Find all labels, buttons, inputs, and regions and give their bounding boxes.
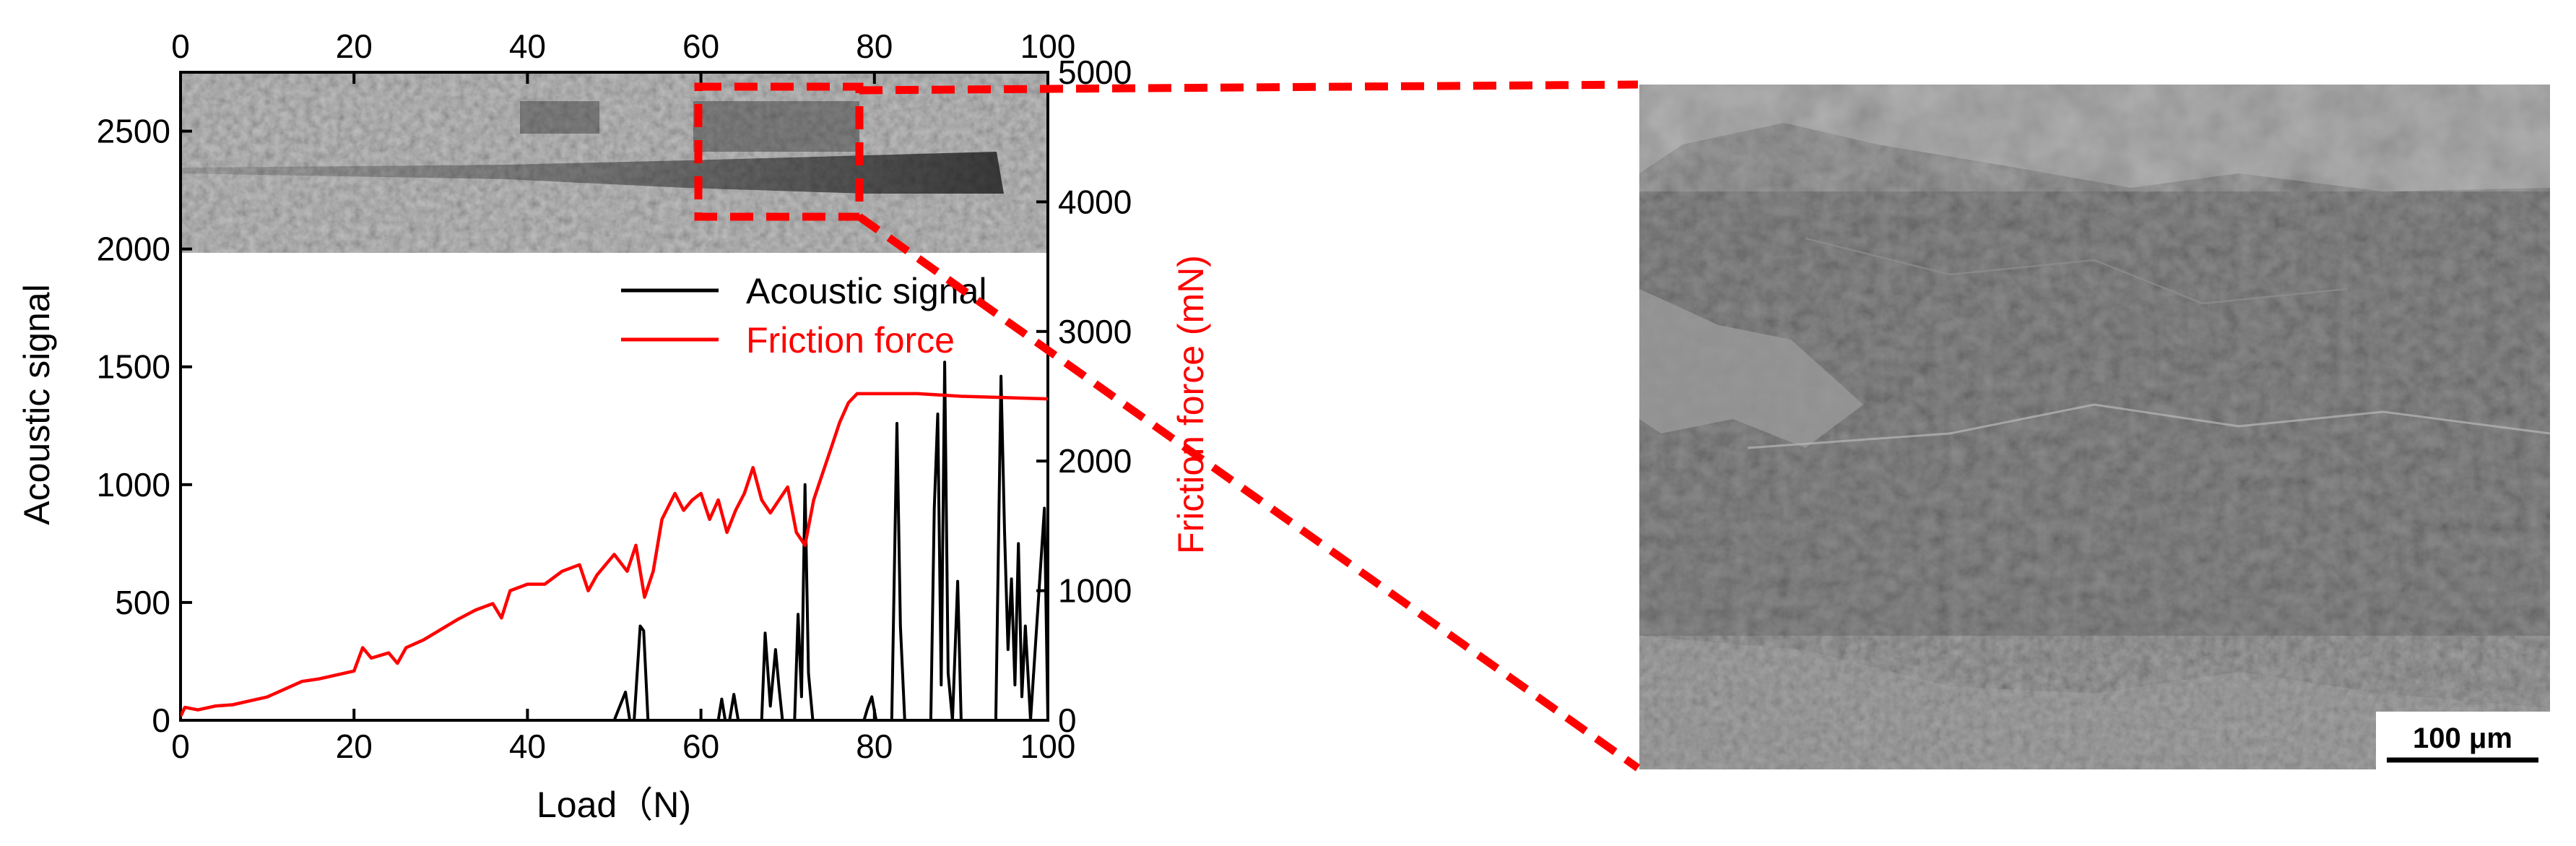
x-bottom-tick-label: 0 (171, 728, 190, 765)
y-left-tick-label: 2500 (97, 113, 170, 150)
y-left-tick-label: 2000 (97, 230, 170, 268)
x-top-tick-label: 60 (682, 27, 719, 65)
x-axis-top: 0 20 40 60 80 100 (171, 27, 1075, 84)
acoustic-signal-line (181, 361, 1048, 720)
x-bottom-tick-label: 80 (856, 728, 893, 765)
y-axis-left-title: Acoustic signal (17, 284, 57, 525)
legend-label-acoustic: Acoustic signal (746, 271, 987, 311)
y-right-tick-label: 4000 (1058, 183, 1132, 220)
x-axis-bottom: 0 20 40 60 80 100 (171, 709, 1075, 765)
scratch-track-micrograph (181, 72, 1048, 253)
y-left-tick-label: 1000 (97, 466, 170, 504)
y-axis-left: 0 500 1000 1500 2000 2500 (97, 113, 192, 739)
x-top-tick-label: 20 (336, 27, 373, 65)
y-left-tick-label: 500 (115, 584, 170, 621)
x-top-tick-label: 80 (856, 27, 893, 65)
zoom-connector-bottom (857, 213, 1641, 772)
y-right-tick-label: 0 (1058, 702, 1077, 739)
friction-force-line (181, 392, 1048, 717)
x-bottom-tick-label: 100 (1020, 728, 1076, 765)
y-axis-right-title: Friction force (mN) (1171, 255, 1211, 554)
y-left-tick-label: 1500 (97, 348, 170, 386)
x-bottom-tick-label: 40 (509, 728, 546, 765)
legend-label-friction: Friction force (746, 320, 955, 361)
x-bottom-tick-label: 20 (336, 728, 373, 765)
scale-bar-label: 100 μm (2413, 722, 2512, 754)
zoomed-sem-micrograph: 100 μm (1639, 85, 2551, 769)
zoom-connector-top (859, 80, 1639, 95)
x-top-tick-label: 40 (509, 27, 546, 65)
y-right-tick-label: 2000 (1058, 442, 1132, 480)
x-axis-title: Load（N) (537, 785, 691, 825)
zoom-region-box (694, 82, 864, 221)
y-left-tick-label: 0 (152, 702, 170, 739)
y-right-tick-label: 3000 (1058, 313, 1132, 350)
legend: Acoustic signal Friction force (621, 271, 987, 361)
x-top-tick-label: 100 (1020, 27, 1076, 65)
x-bottom-tick-label: 60 (682, 728, 719, 765)
x-top-tick-label: 0 (171, 27, 190, 65)
y-right-tick-label: 1000 (1058, 572, 1132, 610)
